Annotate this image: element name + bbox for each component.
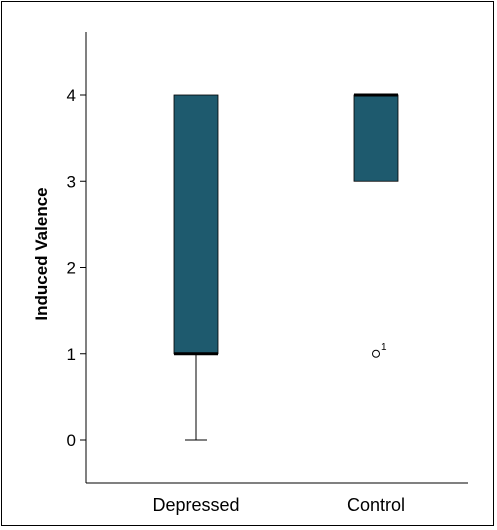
outlier-point: [372, 349, 380, 358]
box-groups: 1: [173, 93, 399, 441]
iqr-box: [173, 94, 219, 355]
y-tick-label: 3: [67, 172, 76, 191]
y-tick-label: 4: [67, 86, 76, 105]
box-group-control: 1: [353, 93, 399, 358]
iqr-box: [353, 94, 399, 182]
x-tick-label: Control: [347, 495, 405, 515]
y-tick-label: 2: [67, 259, 76, 278]
x-tick-label: Depressed: [152, 495, 239, 515]
y-ticks: 0 1 2 3 4: [67, 86, 86, 450]
y-tick-label: 1: [67, 345, 76, 364]
box-group-depressed: [173, 94, 219, 441]
y-axis-title: Induced Valence: [32, 187, 51, 320]
outlier-label: 1: [381, 342, 387, 353]
y-tick-label: 0: [67, 431, 76, 450]
x-tick-labels: Depressed Control: [152, 495, 405, 515]
